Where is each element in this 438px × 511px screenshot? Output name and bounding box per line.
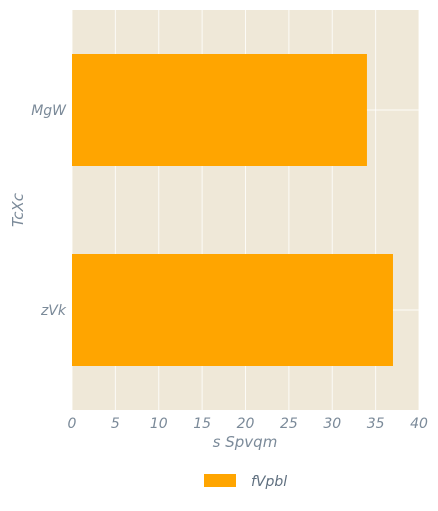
bar-MgW [72,54,367,166]
y-axis-ticks: MgW zVk [31,103,67,319]
y-tick-label: zVk [40,303,67,319]
x-tick-label: 5 [111,416,120,432]
bars [72,54,393,366]
x-tick-label: 35 [367,416,385,432]
x-tick-label: 30 [323,416,341,432]
x-tick-label: 40 [410,416,428,432]
y-axis-title: TcXc [9,192,27,227]
x-tick-label: 0 [68,416,77,432]
x-tick-label: 20 [237,416,255,432]
bar-zVk [72,254,393,366]
x-tick-label: 25 [280,416,298,432]
legend-label: fVpbl [251,474,287,490]
y-tick-label: MgW [31,103,67,119]
legend-swatch [204,474,236,487]
x-axis-title: s Spvqm [213,433,278,451]
x-tick-label: 10 [150,416,168,432]
x-axis-ticks: 0 5 10 15 20 25 30 35 40 [68,416,428,432]
x-tick-label: 15 [193,416,211,432]
legend: fVpbl [204,474,287,490]
